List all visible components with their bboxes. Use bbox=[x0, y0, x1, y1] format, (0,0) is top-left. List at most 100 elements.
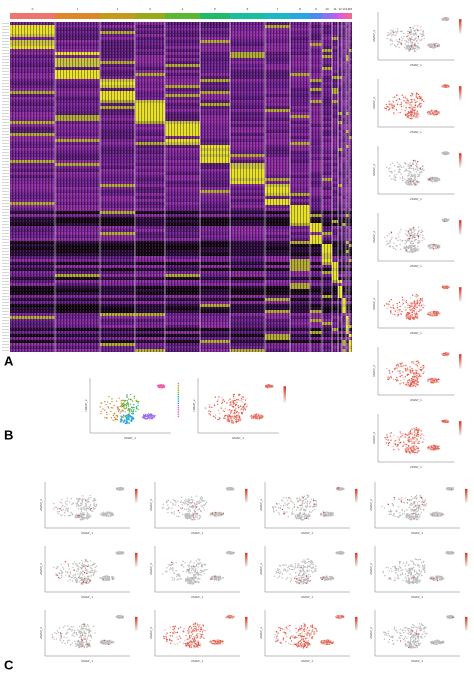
cell-point bbox=[235, 418, 237, 421]
cell-point bbox=[100, 410, 102, 412]
cell-point bbox=[412, 108, 414, 110]
cell-point bbox=[407, 307, 409, 309]
cell-point bbox=[433, 380, 435, 382]
cell-point bbox=[402, 38, 404, 40]
cell-point bbox=[410, 372, 412, 374]
cell-point bbox=[388, 300, 391, 303]
cell-point bbox=[118, 409, 120, 412]
cell-point bbox=[423, 238, 425, 240]
cell-point bbox=[418, 175, 420, 177]
cell-point bbox=[411, 234, 413, 236]
cell-point bbox=[435, 112, 438, 114]
cell-point bbox=[428, 111, 431, 113]
cell-point bbox=[218, 412, 221, 415]
cell-point bbox=[394, 444, 397, 446]
cell-point bbox=[409, 381, 412, 383]
cell-point bbox=[435, 178, 437, 180]
cell-point bbox=[404, 43, 406, 45]
cell-point bbox=[412, 117, 414, 120]
cell-point bbox=[237, 405, 239, 407]
cell-point bbox=[397, 444, 399, 446]
cell-point bbox=[444, 353, 447, 355]
cell-point bbox=[416, 306, 418, 309]
cell-point bbox=[411, 44, 413, 46]
cell-point bbox=[383, 304, 386, 307]
cell-point bbox=[417, 93, 420, 96]
cell-point bbox=[438, 111, 440, 113]
cell-point bbox=[407, 165, 409, 168]
cell-point bbox=[132, 417, 135, 419]
cell-point bbox=[394, 310, 397, 312]
cell-point bbox=[113, 416, 116, 419]
cell-point bbox=[400, 43, 403, 45]
cell-point bbox=[420, 366, 422, 369]
cell-point bbox=[387, 31, 390, 34]
cell-point bbox=[243, 407, 245, 409]
cell-point bbox=[411, 94, 414, 96]
cell-point bbox=[396, 99, 399, 101]
cell-point bbox=[431, 448, 433, 451]
cell-point bbox=[129, 411, 131, 413]
cluster-label: 4 bbox=[182, 7, 184, 11]
cell-point bbox=[417, 301, 419, 303]
cell-point bbox=[433, 43, 435, 45]
cell-point bbox=[128, 413, 131, 415]
cell-point bbox=[414, 245, 417, 247]
cell-point bbox=[436, 113, 438, 116]
cell-point bbox=[412, 361, 415, 363]
cell-point bbox=[401, 108, 403, 111]
cell-point bbox=[420, 29, 422, 31]
cell-point bbox=[229, 418, 231, 420]
cell-point bbox=[397, 436, 399, 438]
cell-point bbox=[212, 415, 215, 418]
cell-point bbox=[411, 313, 413, 316]
cell-point bbox=[415, 36, 417, 39]
cell-point bbox=[413, 307, 416, 310]
cell-point bbox=[411, 243, 413, 245]
cell-point bbox=[233, 409, 236, 412]
cell-point bbox=[398, 370, 400, 372]
cell-point bbox=[390, 432, 392, 434]
cell-point bbox=[409, 429, 412, 432]
cell-point bbox=[214, 396, 217, 398]
cell-point bbox=[104, 409, 106, 411]
cell-point bbox=[415, 184, 417, 186]
cell-point bbox=[410, 94, 412, 97]
cell-point bbox=[126, 395, 128, 397]
cell-point bbox=[121, 406, 123, 408]
cell-point bbox=[431, 110, 434, 112]
cell-point bbox=[409, 240, 411, 242]
cell-point bbox=[395, 109, 398, 112]
cell-point bbox=[411, 249, 413, 252]
cell-point bbox=[400, 433, 402, 435]
cell-point bbox=[388, 108, 391, 110]
legend-key bbox=[177, 409, 180, 411]
cell-point bbox=[427, 378, 430, 381]
cell-point bbox=[435, 110, 438, 113]
cell-point bbox=[127, 405, 130, 407]
cell-point bbox=[209, 411, 212, 413]
cell-point bbox=[119, 412, 122, 414]
cell-point bbox=[384, 107, 386, 109]
cell-point bbox=[421, 239, 423, 242]
cell-point bbox=[414, 45, 417, 47]
cell-point bbox=[218, 396, 220, 398]
cell-point bbox=[419, 298, 422, 300]
cell-point bbox=[126, 418, 128, 420]
cell-point bbox=[399, 431, 401, 433]
cell-point bbox=[423, 100, 425, 103]
cell-point bbox=[415, 96, 417, 98]
cell-point bbox=[397, 112, 399, 114]
cell-point bbox=[416, 233, 419, 235]
cell-point bbox=[410, 306, 412, 308]
cell-point bbox=[418, 167, 421, 170]
cell-point bbox=[409, 39, 411, 42]
axis-label: UMAP_2 bbox=[372, 432, 376, 444]
cell-point bbox=[434, 179, 436, 182]
cell-point bbox=[409, 31, 411, 34]
cell-point bbox=[432, 245, 434, 247]
cell-point bbox=[416, 166, 418, 169]
cell-point bbox=[405, 229, 407, 232]
